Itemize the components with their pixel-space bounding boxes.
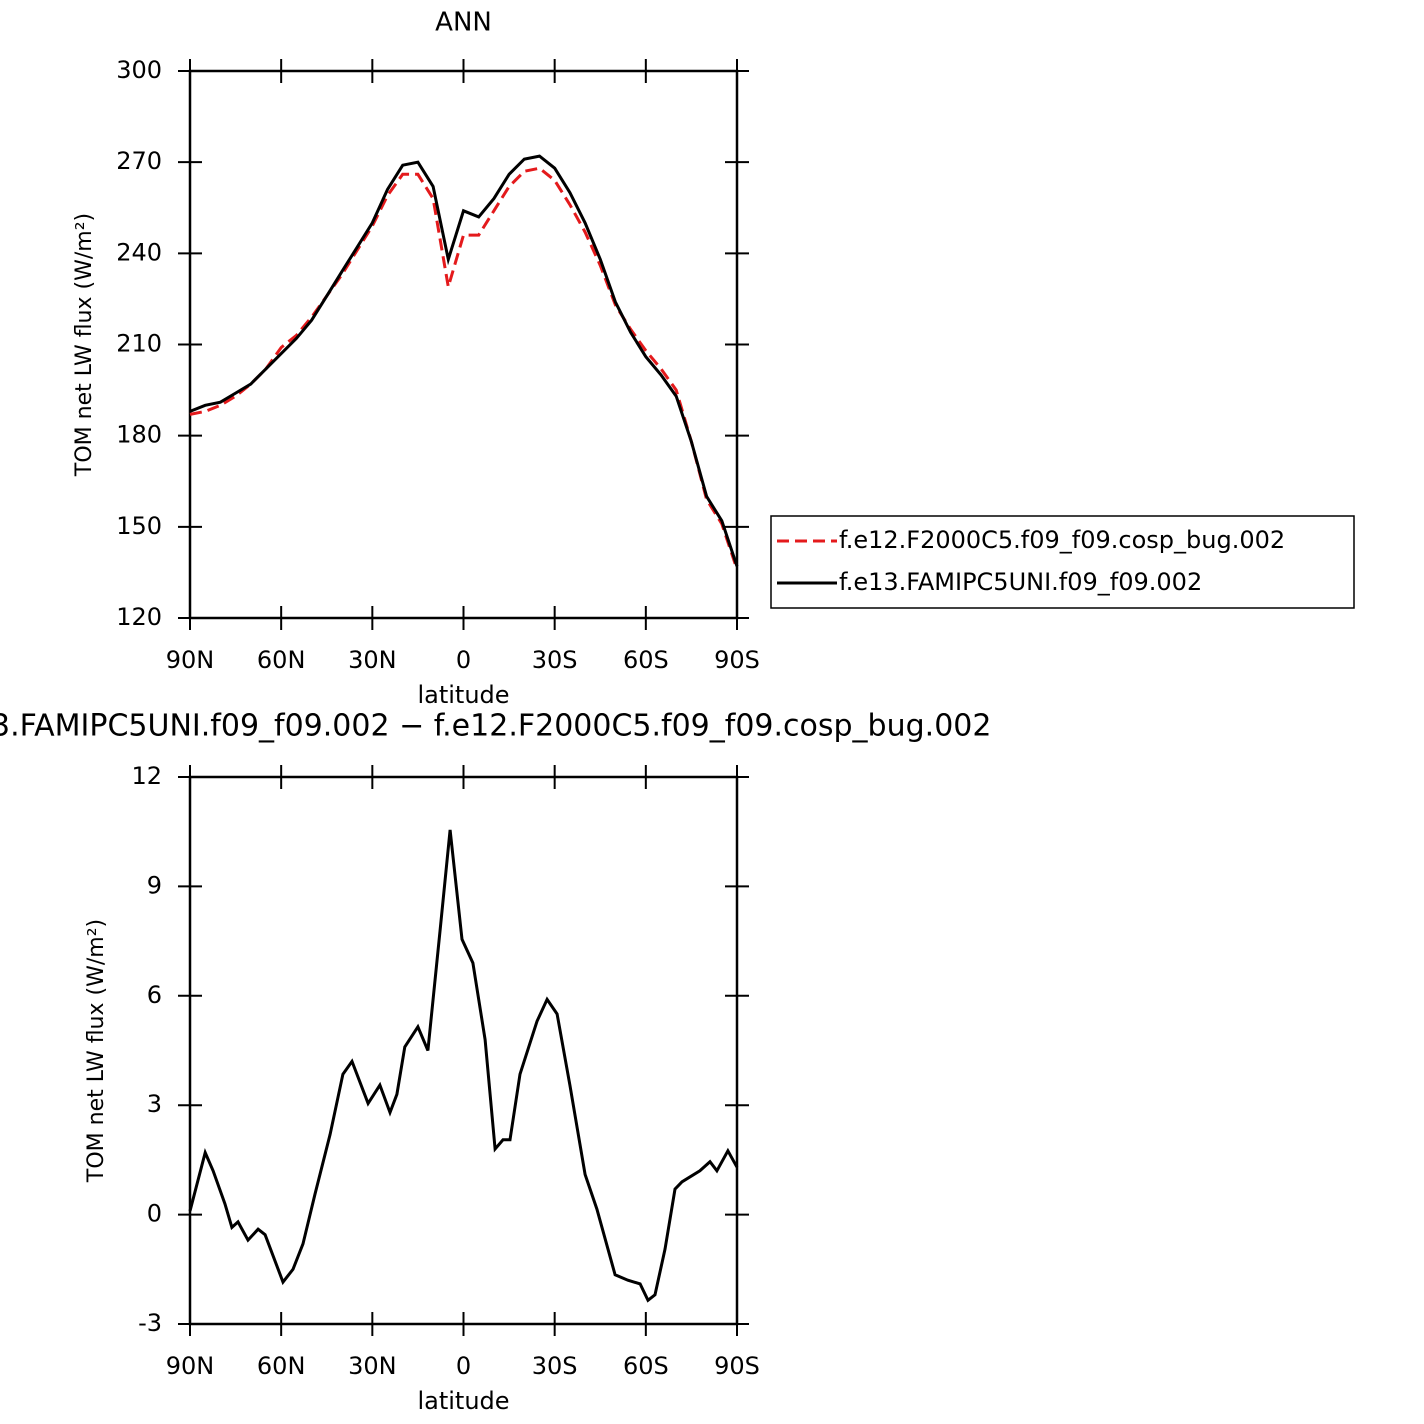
y-tick-label: 120	[116, 603, 162, 631]
x-tick-label: 90S	[714, 646, 760, 674]
y-tick-label: 210	[116, 330, 162, 358]
y-axis-label: TOM net LW flux (W/m²)	[72, 213, 97, 477]
y-tick-label: 6	[147, 981, 162, 1009]
x-tick-label: 30N	[348, 1352, 397, 1380]
y-tick-label: 3	[147, 1090, 162, 1118]
legend-box	[770, 515, 1355, 609]
x-tick-label: 0	[456, 1352, 471, 1380]
chart-title: f.e13.FAMIPC5UNI.f09_f09.002 − f.e12.F20…	[0, 709, 991, 744]
y-tick-label: 9	[147, 871, 162, 899]
x-axis-label: latitude	[417, 1387, 509, 1415]
x-tick-label: 60N	[257, 1352, 306, 1380]
y-tick-label: 300	[116, 56, 162, 84]
y-axis-label: TOM net LW flux (W/m²)	[84, 919, 109, 1183]
x-axis-label: latitude	[417, 681, 509, 709]
x-tick-label: 30S	[532, 1352, 578, 1380]
y-tick-label: 180	[116, 421, 162, 449]
y-tick-label: -3	[138, 1309, 162, 1337]
y-tick-label: 270	[116, 147, 162, 175]
y-tick-label: 240	[116, 238, 162, 266]
plot-frame	[188, 69, 739, 620]
y-tick-label: 12	[131, 762, 162, 790]
x-tick-label: 30N	[348, 646, 397, 674]
x-tick-label: 60N	[257, 646, 306, 674]
x-tick-label: 90N	[166, 646, 215, 674]
x-tick-label: 0	[456, 646, 471, 674]
chart-title: ANN	[435, 8, 492, 38]
x-tick-label: 30S	[532, 646, 578, 674]
x-tick-label: 60S	[623, 646, 669, 674]
x-tick-label: 90S	[714, 1352, 760, 1380]
data-line	[189, 166, 739, 570]
y-tick-label: 150	[116, 512, 162, 540]
x-tick-label: 90N	[166, 1352, 215, 1380]
legend-label: f.e12.F2000C5.f09_f09.cosp_bug.002	[839, 526, 1285, 554]
y-tick-label: 0	[147, 1200, 162, 1228]
legend-label: f.e13.FAMIPC5UNI.f09_f09.002	[839, 568, 1202, 596]
plot-frame	[188, 775, 739, 1326]
x-tick-label: 60S	[623, 1352, 669, 1380]
data-line	[189, 154, 739, 567]
data-line	[188, 829, 739, 1303]
